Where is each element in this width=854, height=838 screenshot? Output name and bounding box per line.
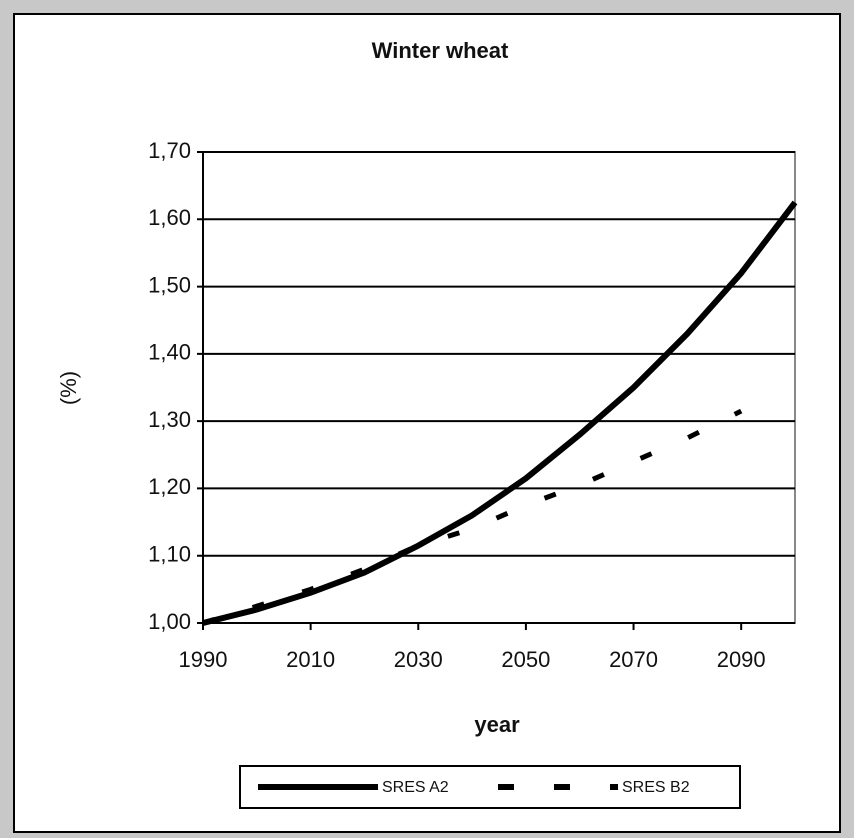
x-tick-label: 2070 (609, 647, 658, 672)
y-tick-label: 1,20 (148, 474, 191, 499)
x-tick-label: 2010 (286, 647, 335, 672)
x-tick-label: 2050 (501, 647, 550, 672)
y-tick-label: 1,10 (148, 542, 191, 567)
legend-label: SRES A2 (382, 779, 449, 796)
series-line (202, 408, 743, 626)
series-line (202, 200, 798, 626)
y-tick-label: 1,30 (148, 407, 191, 432)
chart-title: Winter wheat (372, 38, 509, 63)
x-tick-label: 2090 (717, 647, 766, 672)
y-tick-label: 1,50 (148, 272, 191, 297)
x-tick-label: 2030 (394, 647, 443, 672)
y-tick-label: 1,60 (148, 205, 191, 230)
y-tick-label: 1,70 (148, 138, 191, 163)
x-tick-label: 1990 (179, 647, 228, 672)
panel (13, 13, 841, 833)
y-tick-label: 1,00 (148, 609, 191, 634)
legend-label: SRES B2 (622, 779, 690, 796)
y-tick-label: 1,40 (148, 340, 191, 365)
x-axis-label: year (474, 712, 520, 737)
y-axis-label: (%) (56, 371, 81, 405)
